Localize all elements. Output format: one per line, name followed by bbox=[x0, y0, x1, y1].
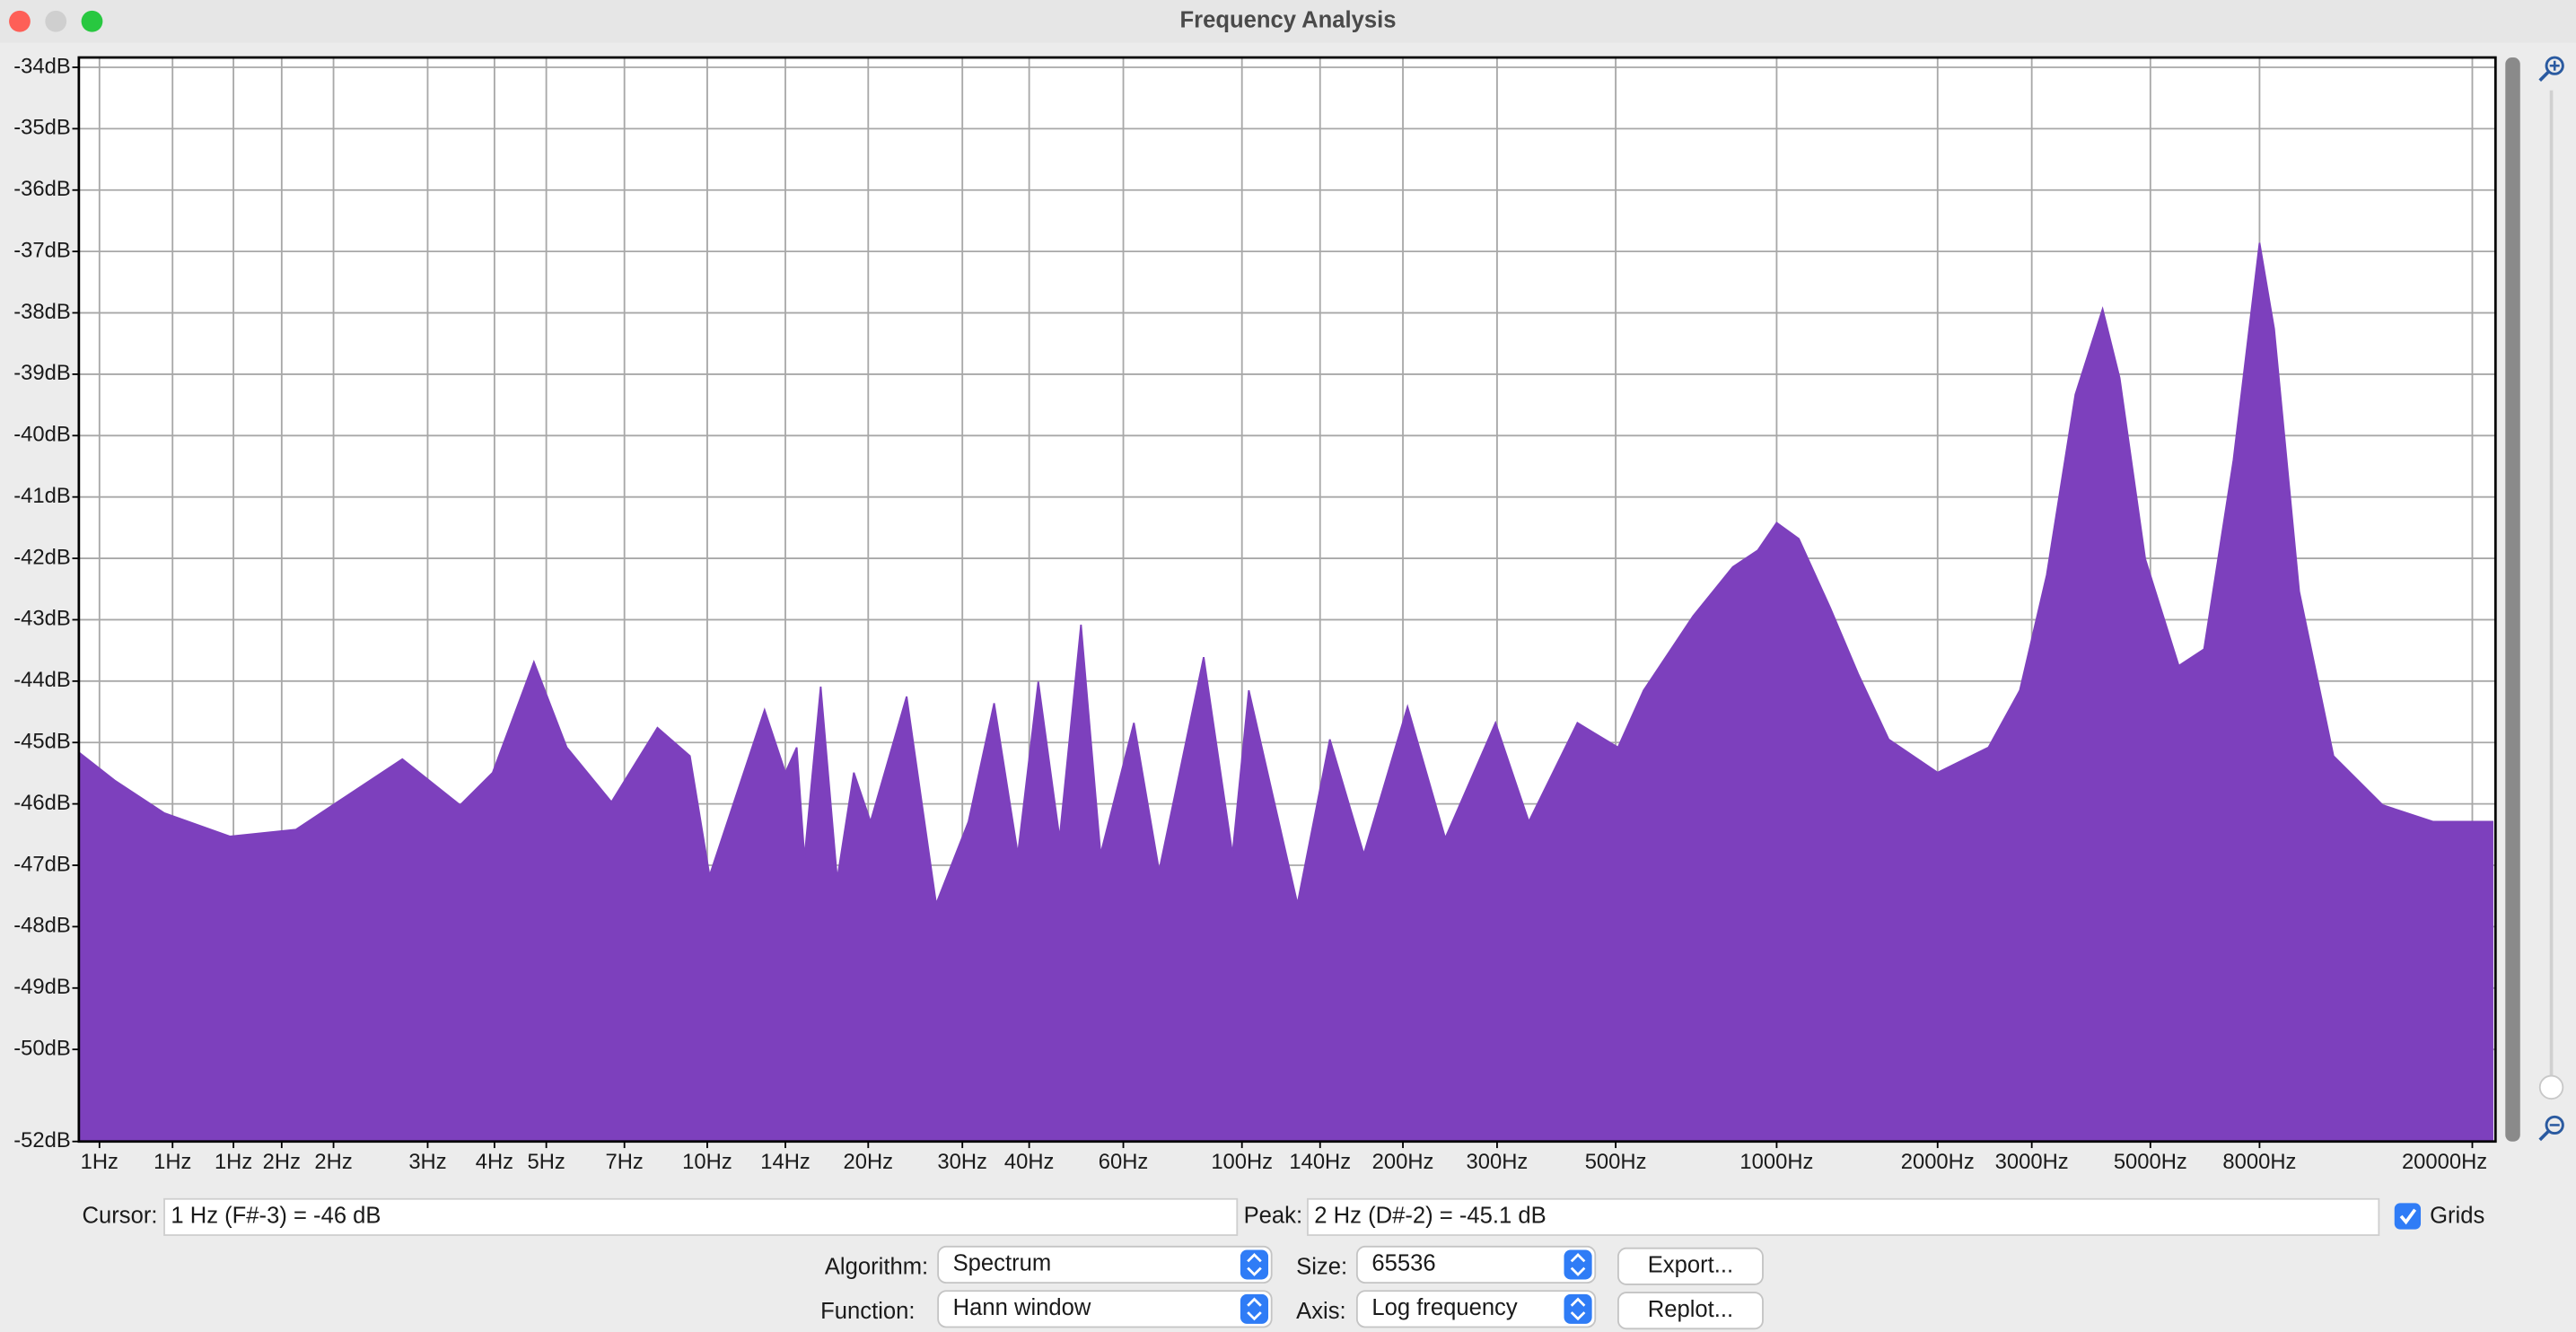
function-value: Hann window bbox=[953, 1295, 1091, 1320]
y-tick-label: -42dB bbox=[13, 545, 70, 569]
x-tick-label: 2Hz bbox=[314, 1150, 352, 1174]
y-tick-label: -36dB bbox=[13, 177, 70, 201]
minimize-button[interactable] bbox=[45, 10, 67, 32]
grids-checkmark bbox=[2399, 1208, 2417, 1225]
y-tick-label: -40dB bbox=[13, 423, 70, 447]
y-tick-label: -48dB bbox=[13, 914, 70, 938]
x-tick-label: 200Hz bbox=[1372, 1150, 1434, 1174]
spectrum-line bbox=[78, 242, 2493, 907]
x-tick-label: 4Hz bbox=[476, 1150, 513, 1174]
zoom-in-icon[interactable] bbox=[2538, 56, 2564, 82]
algorithm-label: Algorithm: bbox=[825, 1254, 928, 1279]
replot-button[interactable] bbox=[1617, 1292, 1764, 1330]
x-tick-label: 40Hz bbox=[1004, 1150, 1055, 1174]
x-tick-label: 1Hz bbox=[215, 1150, 252, 1174]
size-value: 65536 bbox=[1371, 1251, 1435, 1276]
size-label: Size: bbox=[1296, 1254, 1347, 1279]
axis-label: Axis: bbox=[1296, 1299, 1346, 1324]
window-title: Frequency Analysis bbox=[1179, 8, 1396, 33]
x-tick-label: 60Hz bbox=[1099, 1150, 1149, 1174]
x-tick-label: 7Hz bbox=[606, 1150, 644, 1174]
close-button[interactable] bbox=[9, 10, 31, 32]
y-tick-label: -38dB bbox=[13, 300, 70, 324]
y-axis: -34dB -35dB -36dB -37dB -38dB -39dB -40dB -41dB… bbox=[13, 54, 79, 1152]
plot-border bbox=[77, 56, 2497, 1144]
function-label: Function: bbox=[820, 1299, 915, 1324]
x-tick-label: 3000Hz bbox=[1995, 1150, 2069, 1174]
algorithm-dropdown[interactable] bbox=[937, 1245, 1273, 1284]
export-button[interactable] bbox=[1617, 1247, 1764, 1285]
y-tick-label: -43dB bbox=[13, 607, 70, 631]
zoom-out-icon[interactable] bbox=[2538, 1115, 2564, 1142]
y-tick-label: -49dB bbox=[13, 975, 70, 999]
peak-label: Peak: bbox=[1244, 1204, 1303, 1229]
grids-label: Grids bbox=[2430, 1204, 2484, 1229]
export-label: Export... bbox=[1648, 1253, 1733, 1278]
x-tick-label: 1Hz bbox=[81, 1150, 118, 1174]
grids-checkbox[interactable] bbox=[2394, 1203, 2422, 1230]
x-tick-label: 140Hz bbox=[1289, 1150, 1351, 1174]
cursor-field bbox=[163, 1197, 1239, 1236]
x-tick-label: 100Hz bbox=[1211, 1150, 1273, 1174]
y-tick-label: -39dB bbox=[13, 361, 70, 385]
x-tick-label: 2000Hz bbox=[1901, 1150, 1975, 1174]
zoom-slider-thumb[interactable] bbox=[2538, 1074, 2564, 1100]
cursor-label: Cursor: bbox=[83, 1204, 158, 1229]
x-tick-label: 2Hz bbox=[263, 1150, 301, 1174]
y-tick-label: -47dB bbox=[13, 852, 70, 876]
x-tick-label: 5000Hz bbox=[2114, 1150, 2187, 1174]
y-tick-label: -35dB bbox=[13, 116, 70, 140]
y-tick-label: -52dB bbox=[13, 1128, 70, 1152]
scrollbar[interactable] bbox=[2505, 57, 2520, 1142]
x-tick-label: 20Hz bbox=[844, 1150, 894, 1174]
y-tick-label: -46dB bbox=[13, 791, 70, 815]
y-tick-label: -37dB bbox=[13, 238, 70, 262]
replot-label: Replot... bbox=[1648, 1297, 1733, 1322]
x-tick-label: 10Hz bbox=[682, 1150, 732, 1174]
x-tick-label: 20000Hz bbox=[2402, 1150, 2487, 1174]
zoom-button[interactable] bbox=[81, 10, 103, 32]
title-bar bbox=[0, 0, 2576, 43]
peak-value: 2 Hz (D#-2) = -45.1 dB bbox=[1314, 1204, 1546, 1229]
algorithm-value: Spectrum bbox=[953, 1251, 1052, 1276]
y-tick-label: -50dB bbox=[13, 1036, 70, 1060]
y-tick-label: -41dB bbox=[13, 484, 70, 508]
axis-value: Log frequency bbox=[1371, 1295, 1518, 1320]
y-tick-label: -34dB bbox=[13, 54, 70, 78]
size-dropdown[interactable] bbox=[1355, 1245, 1597, 1284]
x-tick-label: 500Hz bbox=[1585, 1150, 1647, 1174]
x-tick-label: 5Hz bbox=[527, 1150, 565, 1174]
x-tick-label: 8000Hz bbox=[2222, 1150, 2296, 1174]
y-tick-label: -45dB bbox=[13, 730, 70, 754]
x-tick-label: 1000Hz bbox=[1739, 1150, 1813, 1174]
x-tick-label: 30Hz bbox=[937, 1150, 987, 1174]
y-tick-label: -44dB bbox=[13, 668, 70, 692]
peak-field bbox=[1307, 1197, 2380, 1236]
function-dropdown[interactable] bbox=[937, 1290, 1273, 1328]
x-tick-label: 14Hz bbox=[760, 1150, 810, 1174]
cursor-value: 1 Hz (F#-3) = -46 dB bbox=[171, 1204, 381, 1229]
x-axis: 1Hz 1Hz 1Hz 2Hz 2Hz 3Hz 4Hz 5Hz 7Hz 10Hz 14Hz 20Hz 3… bbox=[81, 1141, 2487, 1174]
x-tick-label: 1Hz bbox=[153, 1150, 191, 1174]
axis-dropdown[interactable] bbox=[1355, 1290, 1597, 1328]
x-tick-label: 300Hz bbox=[1467, 1150, 1529, 1174]
x-tick-label: 3Hz bbox=[408, 1150, 446, 1174]
